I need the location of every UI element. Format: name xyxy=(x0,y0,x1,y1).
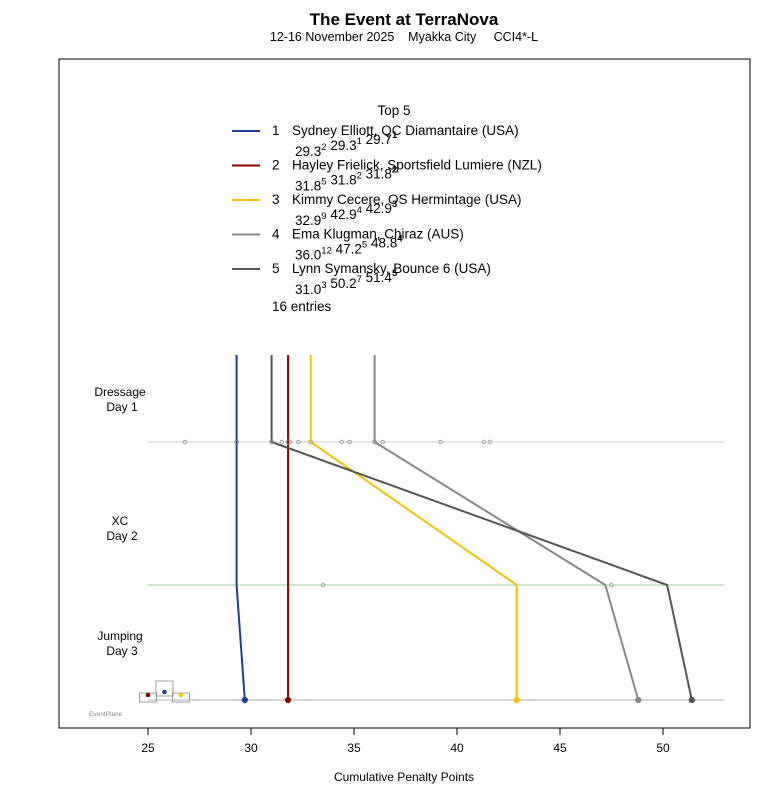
legend-score-place: 5 xyxy=(362,240,367,251)
legend-score-value: 29.7 xyxy=(362,132,392,147)
dressage-point xyxy=(487,439,493,445)
medal-box-2 xyxy=(155,680,174,697)
legend-score-value: 48.8 xyxy=(367,236,397,251)
legend-rank-2: 2 xyxy=(272,158,280,173)
series-end-point xyxy=(635,696,642,704)
legend-score-value: 29.3 xyxy=(295,144,321,159)
series-end-point xyxy=(688,696,695,704)
legend-score-value: 31.0 xyxy=(295,282,321,297)
legend-score-place: 9 xyxy=(321,211,326,222)
series-line-4 xyxy=(373,355,640,701)
legend-score-value: 29.3 xyxy=(327,138,357,153)
chart-title: The Event at TerraNova xyxy=(310,10,499,29)
legend-score-value: 42.9 xyxy=(362,201,392,216)
legend-rank-5: 5 xyxy=(272,261,280,276)
legend-entry-4: Ema Klugman, Chiraz (AUS) xyxy=(292,227,464,242)
legend-entry-1: Sydney Elliott, QC Diamantaire (USA) xyxy=(292,123,519,138)
series-end-point xyxy=(284,696,292,704)
legend-scores-4: 36.012 47.25 48.84 xyxy=(295,234,403,263)
x-tick-label: 40 xyxy=(450,741,464,755)
legend-title: Top 5 xyxy=(377,103,410,118)
legend-score-value: 31.8 xyxy=(362,167,392,182)
dressage-point xyxy=(279,439,285,445)
medal-dot-2 xyxy=(162,689,167,695)
legend-score-place: 2 xyxy=(321,142,326,153)
series-point xyxy=(234,439,239,445)
legend-entry-5: Lynn Symansky, Bounce 6 (USA) xyxy=(292,261,491,276)
legend-score-place: 1 xyxy=(357,136,362,147)
dressage-point xyxy=(481,439,486,445)
legend-score-value: 36.0 xyxy=(295,248,321,263)
legend-score-place: 4 xyxy=(397,234,403,245)
series-point xyxy=(308,439,314,445)
medal-dot-1 xyxy=(145,692,151,698)
legend-score-place: 5 xyxy=(392,268,398,279)
legend-score-place: 5 xyxy=(321,177,326,188)
dressage-point xyxy=(182,439,188,445)
phase-day-label-2: Day 2 xyxy=(106,529,138,543)
x-tick-label: 45 xyxy=(553,741,567,755)
entries-note: 16 entries xyxy=(272,299,332,314)
legend-score-place: 3 xyxy=(321,280,326,291)
x-tick-label: 25 xyxy=(141,741,155,755)
x-axis-label: Cumulative Penalty Points xyxy=(334,770,474,784)
series-line-5 xyxy=(270,355,693,701)
legend-scores-1: 29.32 29.31 29.71 xyxy=(295,130,398,159)
x-tick-label: 50 xyxy=(656,741,670,755)
medal-dot-3 xyxy=(178,692,184,698)
series-point xyxy=(372,439,378,445)
dressage-point xyxy=(296,439,301,445)
legend-score-place: 7 xyxy=(357,274,362,285)
series-point xyxy=(269,439,275,445)
dressage-point xyxy=(380,439,386,445)
legend-score-place: 2 xyxy=(357,171,362,182)
legend-score-place: 12 xyxy=(321,246,332,257)
legend-scores-3: 32.99 42.94 42.93 xyxy=(295,199,397,228)
x-tick-label: 30 xyxy=(244,741,258,755)
phase-label-2: XC xyxy=(112,514,129,528)
legend-score-value: 31.8 xyxy=(295,179,321,194)
legend-entry-2: Hayley Frielick, Sportsfield Lumiere (NZ… xyxy=(292,158,542,173)
phase-day-label-1: Day 1 xyxy=(106,400,138,414)
legend-score-place: 1 xyxy=(392,130,398,141)
x-axis: 25 30 35 40 45 50 xyxy=(141,727,670,755)
legend-rank-3: 3 xyxy=(272,192,280,207)
legend-score-value: 32.9 xyxy=(295,213,321,228)
other-rider-points xyxy=(182,439,614,588)
legend-rank-4: 4 xyxy=(272,227,280,242)
xc-point xyxy=(609,582,614,588)
legend-score-place: 4 xyxy=(357,205,362,216)
legend-score-value: 31.8 xyxy=(327,173,357,188)
phase-label-3: Jumping xyxy=(97,629,142,643)
legend-score-value: 42.9 xyxy=(327,207,357,222)
legend-score-value: 50.2 xyxy=(327,276,357,291)
series-line-3 xyxy=(309,355,518,700)
dressage-point xyxy=(438,439,443,445)
legend-scores-2: 31.85 31.82 31.82 xyxy=(295,165,397,194)
legend-scores-5: 31.03 50.27 51.45 xyxy=(295,268,398,297)
xc-point xyxy=(320,582,326,588)
legend-score-place: 3 xyxy=(392,199,397,210)
series-point xyxy=(285,439,291,445)
x-tick-label: 35 xyxy=(347,741,361,755)
legend-entry-3: Kimmy Cecere, OS Hermintage (USA) xyxy=(292,192,522,207)
series-line-1 xyxy=(235,355,246,701)
legend: 1 Sydney Elliott, QC Diamantaire (USA)29.… xyxy=(232,123,542,297)
chart-subtitle: 12-16 November 2025 Myakka City CCI4*-L xyxy=(270,30,538,44)
legend-score-value: 47.2 xyxy=(332,242,362,257)
series-end-point xyxy=(513,696,520,704)
legend-score-place: 2 xyxy=(392,165,397,176)
series-end-point xyxy=(241,696,248,704)
watermark: EventPlane xyxy=(89,711,123,718)
dressage-point xyxy=(347,439,353,445)
medal-icons xyxy=(139,680,190,703)
dressage-point xyxy=(339,439,344,445)
legend-rank-1: 1 xyxy=(272,123,280,138)
legend-score-value: 51.4 xyxy=(362,270,393,285)
phase-day-label-3: Day 3 xyxy=(106,644,138,658)
phase-label-1: Dressage xyxy=(94,385,146,399)
series-lines xyxy=(234,355,695,704)
